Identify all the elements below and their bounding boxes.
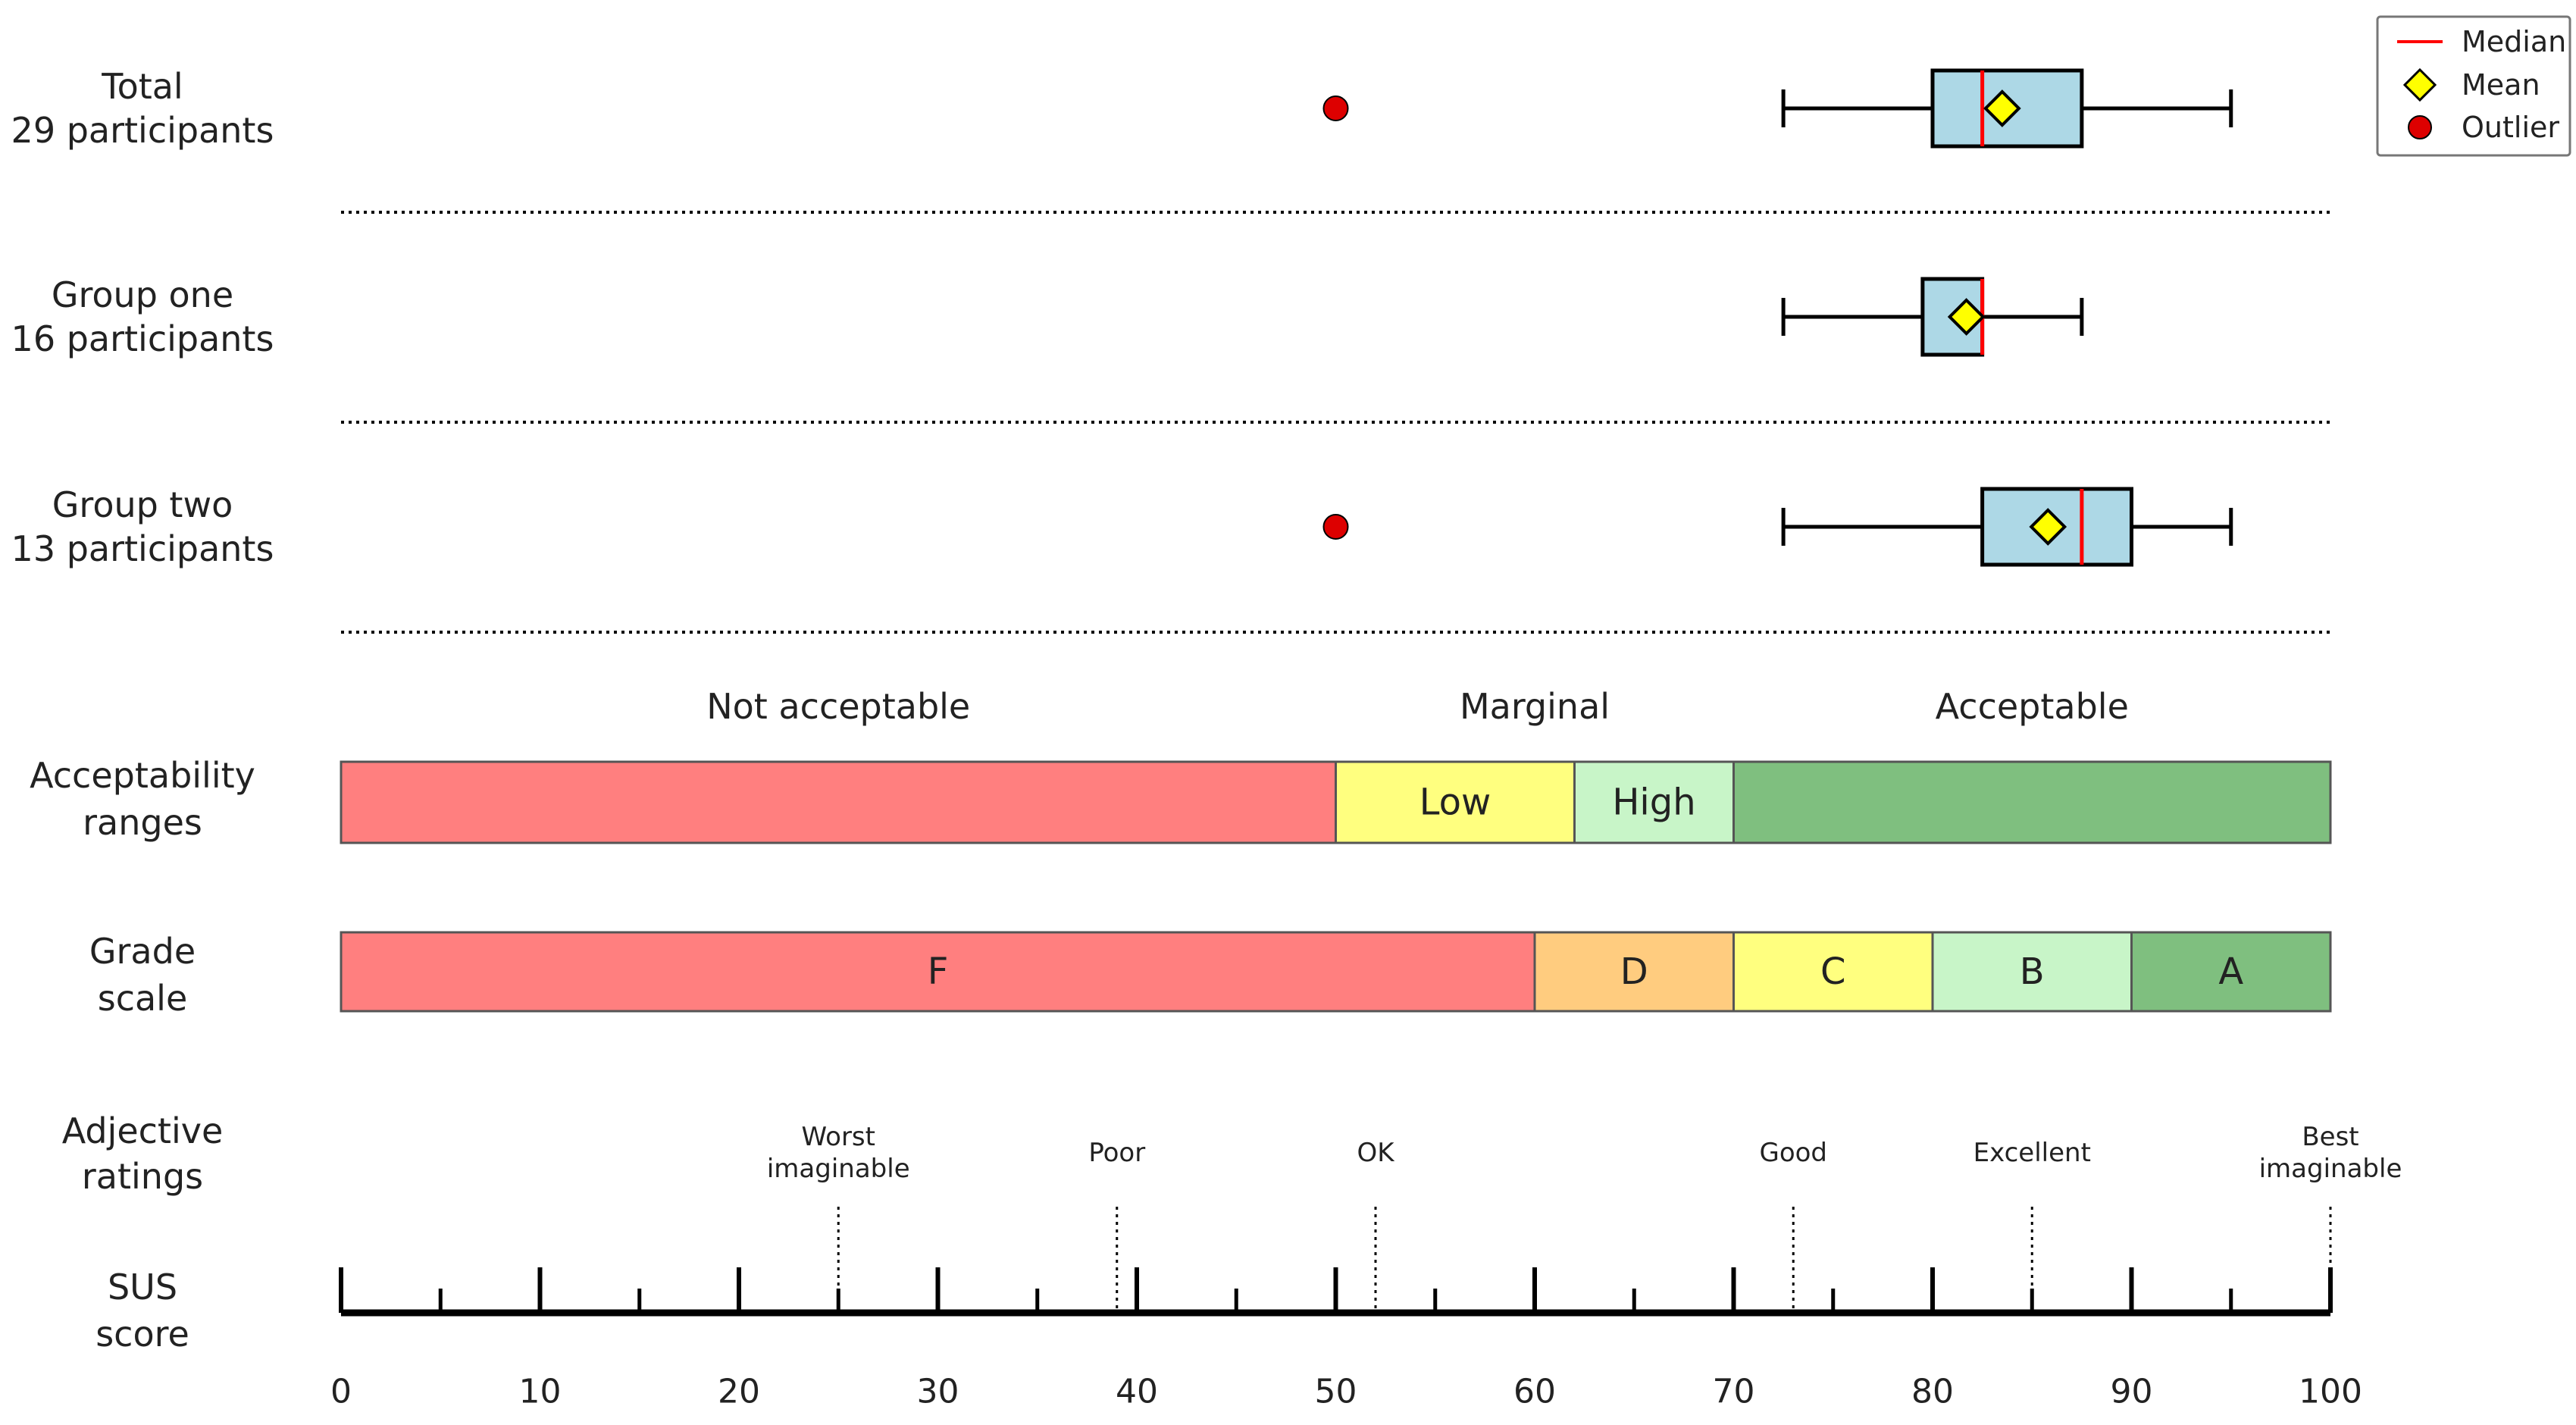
acceptability-row-label: ranges: [83, 802, 202, 843]
acceptability-category-label: Not acceptable: [706, 686, 970, 727]
sus-row-label: SUS: [108, 1267, 177, 1308]
adjective-label: imaginable: [2259, 1154, 2402, 1184]
adjective-label: Best: [2302, 1122, 2358, 1152]
tick-label: 70: [1713, 1373, 1755, 1411]
grade-segment-label: D: [1620, 951, 1648, 993]
legend-label: Median: [2462, 25, 2566, 58]
acceptability-category-label: Acceptable: [1936, 686, 2129, 727]
tick-label: 60: [1513, 1373, 1556, 1411]
sus-row-label: score: [95, 1314, 189, 1355]
grade-segment: [2130, 931, 2332, 1013]
acceptability-row-label: Acceptability: [30, 755, 255, 796]
tick-label: 10: [519, 1373, 562, 1411]
tick-label: 30: [917, 1373, 959, 1411]
grade-segment-label: F: [928, 951, 949, 993]
adjective-label: Poor: [1088, 1138, 1145, 1168]
grade-segment-label: C: [1820, 951, 1846, 993]
tick-label: 100: [2299, 1373, 2362, 1411]
mean-marker: [2029, 508, 2067, 546]
legend-outlier-swatch: [2408, 115, 2432, 139]
grade-segment: [1732, 931, 1934, 1013]
acceptability-segment: [1335, 760, 1576, 844]
tick-label: 50: [1315, 1373, 1357, 1411]
acceptability-category-label: Marginal: [1460, 686, 1610, 727]
adjective-row-label: Adjective: [62, 1110, 224, 1151]
tick-label: 20: [718, 1373, 760, 1411]
grade-segment: [340, 931, 1536, 1013]
tick-label: 40: [1116, 1373, 1158, 1411]
tick-label: 0: [330, 1373, 352, 1411]
acceptability-segment: [1732, 760, 2332, 844]
grade-row-label: scale: [98, 978, 188, 1019]
adjective-label: OK: [1357, 1138, 1395, 1168]
grade-row-label: Grade: [89, 931, 196, 972]
grade-segment-label: B: [2020, 951, 2045, 993]
outlier-point: [1322, 96, 1349, 121]
acceptability-segment-label: High: [1612, 781, 1695, 824]
acceptability-segment: [1573, 760, 1735, 844]
group-label: Group one: [52, 274, 233, 315]
tick-label: 80: [1911, 1373, 1954, 1411]
legend-label: Mean: [2462, 68, 2540, 102]
legend-mean-swatch: [2402, 67, 2437, 102]
legend-label: Outlier: [2462, 111, 2559, 144]
group-label: 29 participants: [11, 110, 274, 151]
grade-segment-label: A: [2218, 951, 2243, 993]
adjective-label: Worst: [802, 1122, 875, 1152]
adjective-row-label: ratings: [82, 1156, 203, 1197]
adjective-label: Excellent: [1973, 1138, 2091, 1168]
outlier-point: [1322, 514, 1349, 540]
adjective-label: imaginable: [767, 1154, 910, 1184]
acceptability-segment: [340, 760, 1337, 844]
group-label: Total: [101, 66, 183, 107]
group-label: Group two: [52, 484, 233, 525]
mean-marker: [1947, 298, 1986, 336]
group-label: 16 participants: [11, 318, 274, 359]
group-label: 13 participants: [11, 528, 274, 569]
mean-marker: [1983, 89, 2021, 127]
adjective-label: Good: [1759, 1138, 1827, 1168]
acceptability-segment-label: Low: [1419, 781, 1491, 824]
tick-label: 90: [2111, 1373, 2153, 1411]
